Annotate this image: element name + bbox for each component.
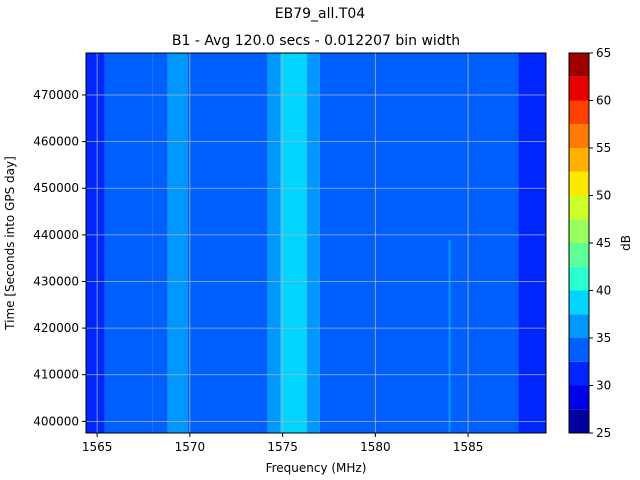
y-tick-label: 440000 [33, 228, 79, 242]
colorbar-tick-label: 30 [596, 379, 611, 393]
colorbar-swatch [569, 314, 589, 338]
colorbar-swatch [569, 219, 589, 243]
y-tick-label: 450000 [33, 181, 79, 195]
colorbar-swatch [569, 361, 589, 386]
y-tick-label: 460000 [33, 135, 79, 149]
x-tick-label: 1575 [267, 440, 298, 454]
colorbar-tick-label: 25 [596, 426, 611, 440]
heatmap-band-8 [319, 53, 519, 433]
heatmap-band-6 [280, 53, 307, 433]
colorbar: 25 30 35 40 45 50 55 60 65 [568, 46, 611, 440]
heatmap-band-1 [104, 53, 153, 433]
y-axis: 400000 410000 420000 430000 440000 450000 4600… [33, 88, 86, 428]
colorbar-swatch [569, 76, 589, 101]
heatmap-plot-area [86, 53, 546, 433]
colorbar-swatch [569, 195, 589, 220]
colorbar-swatch [569, 171, 589, 196]
heatmap-band-3 [167, 53, 189, 433]
heatmap-band-2 [152, 53, 168, 433]
colorbar-label: dB [619, 235, 633, 251]
colorbar-tick-label: 45 [596, 236, 611, 250]
colorbar-swatch [569, 385, 589, 410]
colorbar-swatch [569, 290, 589, 315]
colorbar-swatch [569, 243, 589, 267]
y-tick-label: 400000 [33, 414, 79, 428]
y-tick-label: 430000 [33, 274, 79, 288]
heatmap-band-5 [267, 53, 281, 433]
colorbar-swatch [569, 124, 589, 148]
heatmap-band-9 [518, 53, 546, 433]
y-tick-label: 470000 [33, 88, 79, 102]
x-tick-label: 1570 [175, 440, 206, 454]
heatmap-band-4 [188, 53, 268, 433]
heatmap-band-7 [306, 53, 320, 433]
colorbar-swatch [569, 100, 589, 125]
colorbar-swatch [569, 266, 589, 291]
x-tick-label: 1585 [453, 440, 484, 454]
plot-frame [85, 52, 547, 434]
gridlines [86, 53, 546, 433]
colorbar-swatch [569, 338, 589, 362]
x-tick-label: 1580 [360, 440, 391, 454]
colorbar-swatch [569, 53, 589, 77]
x-axis-label: Frequency (MHz) [266, 461, 367, 475]
heatmap-spike-0 [448, 239, 451, 433]
chart-subtitle: B1 - Avg 120.0 secs - 0.012207 bin width [172, 33, 460, 49]
colorbar-tick-label: 65 [596, 46, 611, 60]
x-axis: 1565 1570 1575 1580 1585 [82, 433, 484, 454]
colorbar-tick-label: 60 [596, 94, 611, 108]
chart-title: EB79_all.T04 [275, 6, 366, 22]
colorbar-tick-label: 55 [596, 141, 611, 155]
heatmap-band-0 [86, 53, 105, 433]
y-axis-label: Time [Seconds into GPS day] [3, 156, 17, 331]
colorbar-tick-label: 35 [596, 331, 611, 345]
y-tick-label: 410000 [33, 368, 79, 382]
colorbar-tick-label: 50 [596, 189, 611, 203]
y-tick-label: 420000 [33, 321, 79, 335]
x-tick-label: 1565 [82, 440, 113, 454]
colorbar-swatch [569, 409, 589, 433]
colorbar-swatch [569, 148, 589, 172]
colorbar-tick-label: 40 [596, 284, 611, 298]
